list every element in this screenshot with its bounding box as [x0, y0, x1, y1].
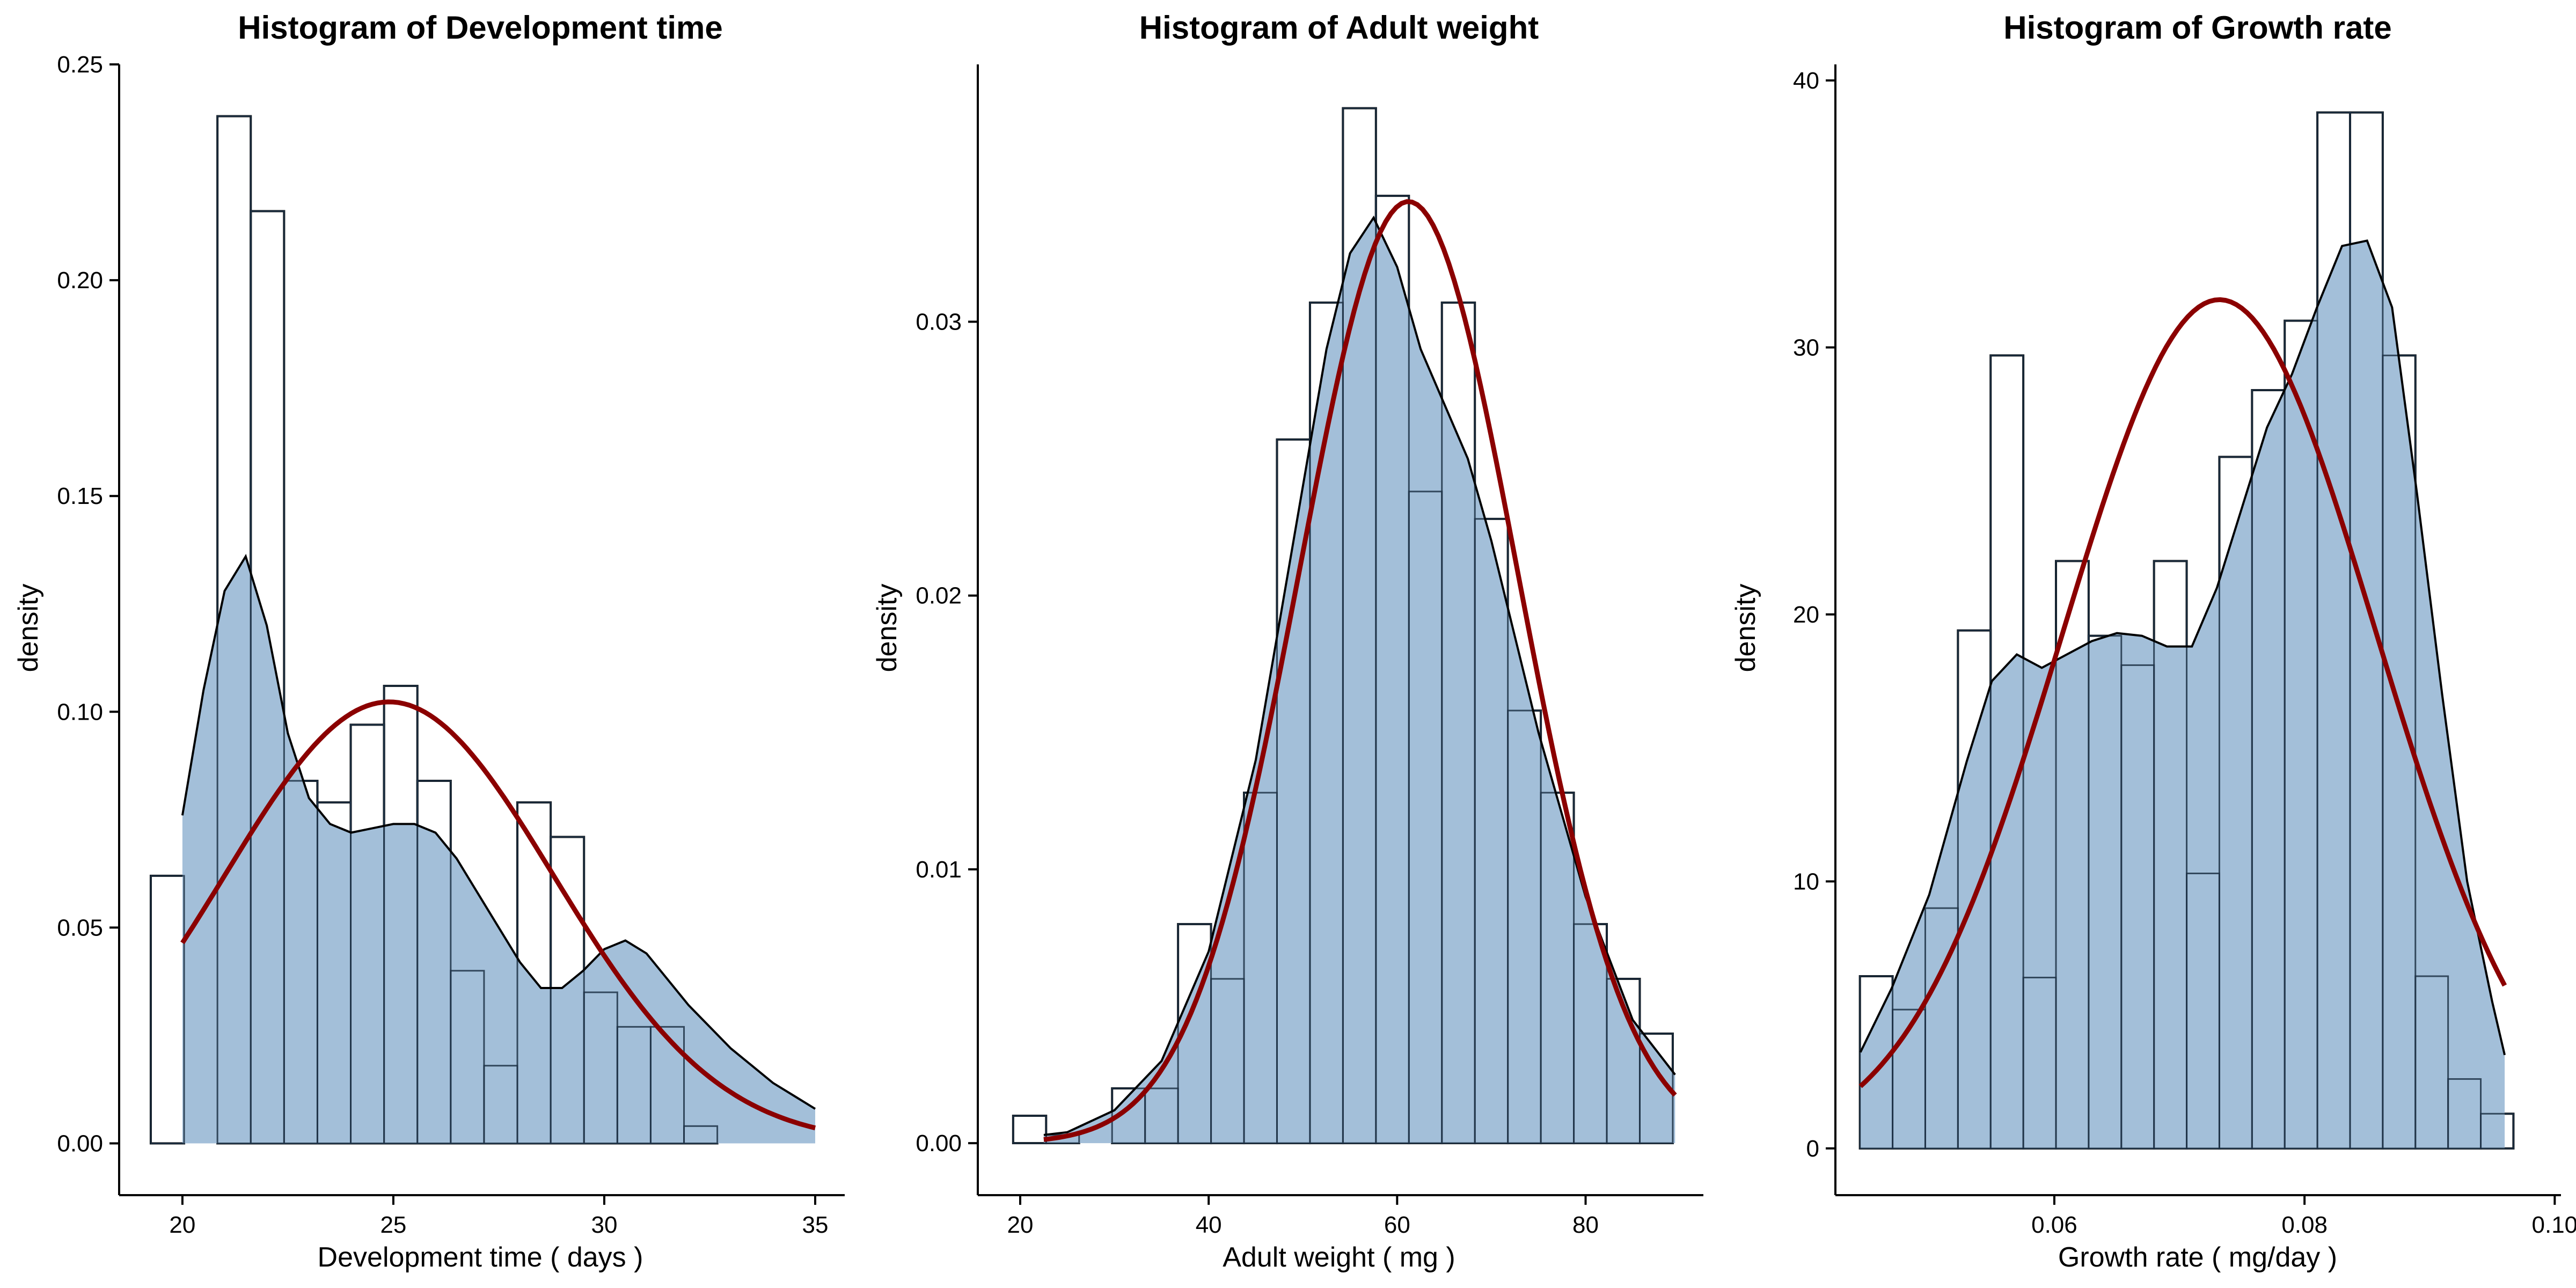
histogram-bar-overlay — [150, 875, 185, 1144]
histogram-bar-overlay — [250, 210, 285, 1144]
y-axis-label: density — [872, 584, 903, 672]
normal-curve — [1043, 199, 1677, 1142]
chart-panel-adult-weight: Histogram of Adult weight density Adult … — [872, 10, 1703, 1273]
histogram-bar-overlay — [649, 1026, 685, 1144]
y-tick-label: 0.10 — [57, 699, 103, 725]
x-tick-label: 0.10 — [2532, 1212, 2576, 1238]
x-tick-label: 40 — [1196, 1212, 1222, 1238]
y-tick-label: 0.15 — [57, 483, 103, 509]
histogram-bar-overlay — [2480, 1113, 2514, 1150]
y-tick-label: 0.20 — [57, 267, 103, 294]
x-axis-label: Growth rate ( mg/day ) — [2058, 1242, 2337, 1273]
chart-title: Histogram of Development time — [238, 10, 723, 46]
x-tick-label: 0.08 — [2281, 1212, 2328, 1238]
x-tick-label: 20 — [1007, 1212, 1034, 1238]
y-axis-label: density — [13, 584, 44, 672]
density-area — [1860, 240, 2505, 1148]
y-tick-label: 0.03 — [916, 309, 962, 335]
plot-area: 0 10 20 30 40 0.06 0.08 0.10 — [1793, 64, 2576, 1238]
x-tick-label: 25 — [380, 1212, 406, 1238]
histogram-bar-overlay — [1638, 1033, 1674, 1144]
x-tick-label: 0.06 — [2031, 1212, 2077, 1238]
density-curve — [181, 553, 816, 1110]
x-tick-label: 20 — [169, 1212, 195, 1238]
y-tick-label: 0.00 — [916, 1130, 962, 1157]
histogram-bar — [1012, 1115, 1048, 1145]
y-tick-label: 0.25 — [57, 52, 103, 78]
x-tick-label: 60 — [1384, 1212, 1410, 1238]
histogram-bar-overlay — [1012, 1115, 1047, 1144]
plot-area: 0.00 0.05 0.10 0.15 0.20 0.25 20 25 30 35 — [57, 52, 845, 1238]
x-axis-label: Adult weight ( mg ) — [1223, 1242, 1455, 1273]
plot-area: 0.00 0.01 0.02 0.03 20 40 60 80 — [916, 64, 1703, 1238]
histogram-bar-overlay — [550, 836, 585, 1144]
histogram-bar — [149, 874, 186, 1145]
chart-panel-development-time: Histogram of Development time density De… — [13, 10, 845, 1273]
y-tick-label: 0.01 — [916, 857, 962, 883]
y-tick-label: 0.05 — [57, 914, 103, 941]
y-tick-label: 30 — [1793, 334, 1819, 361]
normal-curve — [1858, 297, 2507, 1088]
normal-curve — [180, 699, 816, 1131]
histogram-bar-overlay — [450, 970, 485, 1144]
density-curve — [1859, 239, 2506, 1056]
histogram-bar-overlay — [2414, 975, 2449, 1150]
y-axis-label: density — [1730, 584, 1761, 672]
density-area — [1043, 217, 1675, 1144]
x-tick-label: 35 — [802, 1212, 829, 1238]
y-tick-label: 10 — [1793, 868, 1819, 895]
histogram-bar-overlay — [2153, 560, 2188, 1150]
density-curve — [1043, 215, 1676, 1136]
y-tick-label: 20 — [1793, 602, 1819, 628]
x-tick-label: 80 — [1572, 1212, 1599, 1238]
chart-title: Histogram of Adult weight — [1139, 10, 1539, 46]
y-tick-label: 0.02 — [916, 583, 962, 609]
chart-panel-growth-rate: Histogram of Growth rate density Growth … — [1730, 10, 2576, 1273]
histogram-bar-overlay — [416, 780, 452, 1144]
y-tick-label: 0.00 — [57, 1130, 103, 1157]
x-tick-label: 30 — [591, 1212, 617, 1238]
y-tick-label: 0 — [1806, 1136, 1819, 1162]
chart-title: Histogram of Growth rate — [2003, 10, 2391, 46]
y-tick-label: 40 — [1793, 68, 1819, 94]
density-area — [182, 556, 815, 1144]
x-axis-label: Development time ( days ) — [318, 1242, 643, 1273]
histogram-bar-overlay — [683, 1125, 719, 1144]
